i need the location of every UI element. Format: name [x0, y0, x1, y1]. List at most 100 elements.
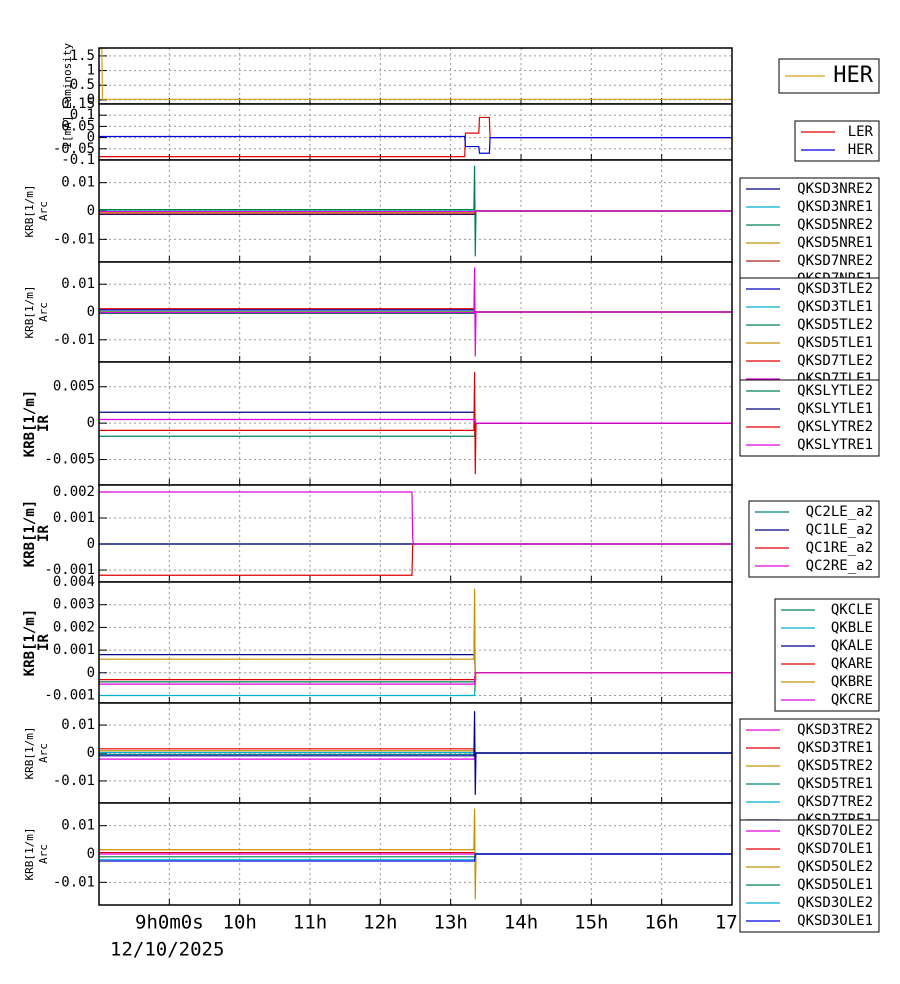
x-tick-label: 11h: [293, 912, 327, 934]
legend-label: QKSD3OLE2: [797, 895, 873, 911]
y-tick-label: 1.5: [70, 48, 95, 64]
y-tick-label: 0: [87, 665, 95, 681]
plot-area: [99, 582, 732, 703]
series-line: [99, 711, 732, 795]
legend-label: QKSLYTRE1: [797, 437, 873, 453]
y-axis-label: Arc: [37, 844, 50, 864]
legend-label: QKBLE: [831, 620, 873, 636]
y-tick-label: 1: [87, 63, 95, 79]
y-axis-label: IR: [36, 525, 52, 542]
y-axis-label: Arc: [37, 743, 50, 763]
y-axis-label: KRB[1/m]: [22, 609, 38, 676]
y-tick-label: -0.01: [53, 231, 95, 247]
series-line: [99, 491, 732, 545]
legend-box: [739, 379, 880, 457]
y-tick-label: 0.1: [70, 107, 95, 123]
legend-label: QC1RE_a2: [806, 540, 873, 556]
y-tick-label: 0.002: [53, 619, 95, 635]
x-tick-label: 16h: [645, 912, 679, 934]
y-tick-label: 0.15: [61, 96, 95, 112]
legend-label: QKALE: [831, 638, 873, 654]
legend-label: QKSD5OLE1: [797, 877, 873, 893]
series-line: [99, 853, 732, 862]
legend-label: QC1LE_a2: [806, 522, 873, 538]
legend-label: QC2LE_a2: [806, 504, 873, 520]
legend-label: QKSD7OLE1: [797, 841, 873, 857]
legend-label: QKBRE: [831, 674, 873, 690]
x-tick-label: 12h: [363, 912, 397, 934]
y-tick-label: -0.05: [53, 141, 95, 157]
y-axis-label: IR: [36, 415, 52, 432]
y-tick-label: 0.01: [61, 717, 95, 733]
series-group: [99, 588, 732, 697]
legend-label: QKSD7TRE2: [797, 794, 873, 810]
y-axis-label: KRB[1/m]: [23, 185, 36, 238]
x-tick-label: 14h: [504, 912, 538, 934]
y-axis-label: Luminosity: [61, 43, 74, 110]
legend-label: QKSD5TLE1: [797, 335, 873, 351]
series-group: [99, 808, 732, 900]
legend-label: QKSD3NRE1: [797, 199, 873, 215]
series-group: [99, 491, 732, 576]
legend-label: HER: [833, 63, 873, 88]
y-axis-label: I[mA]: [61, 115, 74, 148]
legend-label: QKCRE: [831, 692, 873, 708]
legend-label: QKSLYTLE1: [797, 401, 873, 417]
y-tick-label: 0.001: [53, 510, 95, 526]
legend-box: [739, 819, 880, 933]
legend-label: QKSD7TLE2: [797, 353, 873, 369]
legend-box: [739, 277, 880, 391]
legend-box: [774, 598, 880, 712]
y-axis-label: KRB[1/m]: [22, 500, 38, 567]
series-line: [99, 672, 732, 685]
x-axis-date: 12/10/2025: [110, 939, 224, 961]
series-line: [99, 135, 732, 154]
y-tick-label: -0.01: [53, 332, 95, 348]
y-tick-label: -0.005: [44, 452, 95, 468]
y-tick-label: 0.001: [53, 642, 95, 658]
legend-label: QKSD5TRE2: [797, 758, 873, 774]
y-tick-label: 0.01: [61, 175, 95, 191]
y-tick-label: -0.001: [44, 688, 95, 704]
y-tick-label: 0: [87, 745, 95, 761]
series-group: [99, 267, 732, 357]
y-axis-label: Arc: [37, 302, 50, 322]
y-axis-label: Arc: [37, 201, 50, 221]
plot-area: [99, 485, 732, 582]
x-tick-label: 15h: [574, 912, 608, 934]
series-group: [99, 116, 732, 158]
legend-label: QKSD5TLE2: [797, 317, 873, 333]
x-tick-label: 9h0m0s: [135, 912, 204, 934]
legend-label: QC2RE_a2: [806, 558, 873, 574]
y-tick-label: 0: [87, 304, 95, 320]
y-tick-label: 0: [87, 130, 95, 146]
legend-label: QKSD3TRE2: [797, 722, 873, 738]
series-group: [99, 165, 732, 257]
y-tick-label: 0: [87, 536, 95, 552]
y-tick-label: -0.1: [61, 152, 95, 168]
y-tick-label: 0.005: [53, 379, 95, 395]
series-group: [99, 711, 732, 795]
y-tick-label: 0.003: [53, 597, 95, 613]
y-tick-label: 0.5: [70, 77, 95, 93]
legend-box: [739, 177, 880, 291]
y-tick-label: 0.01: [61, 276, 95, 292]
y-tick-label: -0.01: [53, 773, 95, 789]
legend-label: QKSD5TRE1: [797, 776, 873, 792]
series-line: [99, 210, 732, 213]
legend-label: QKSD3NRE2: [797, 181, 873, 197]
x-tick-label: 10h: [223, 912, 257, 934]
legend-label: HER: [848, 142, 874, 158]
y-tick-label: -0.01: [53, 874, 95, 890]
legend-box: [748, 500, 880, 578]
legend-label: QKARE: [831, 656, 873, 672]
legend-label: QKSD5OLE2: [797, 859, 873, 875]
y-tick-label: 0.004: [53, 574, 95, 590]
legend-label: QKSLYTLE2: [797, 383, 873, 399]
y-tick-label: 0: [87, 92, 95, 108]
legend-label: LER: [848, 124, 874, 140]
legend-label: QKSD3TLE2: [797, 281, 873, 297]
y-tick-label: 0: [87, 846, 95, 862]
series-group: [99, 372, 732, 475]
legend-label: QKSD3OLE1: [797, 913, 873, 929]
